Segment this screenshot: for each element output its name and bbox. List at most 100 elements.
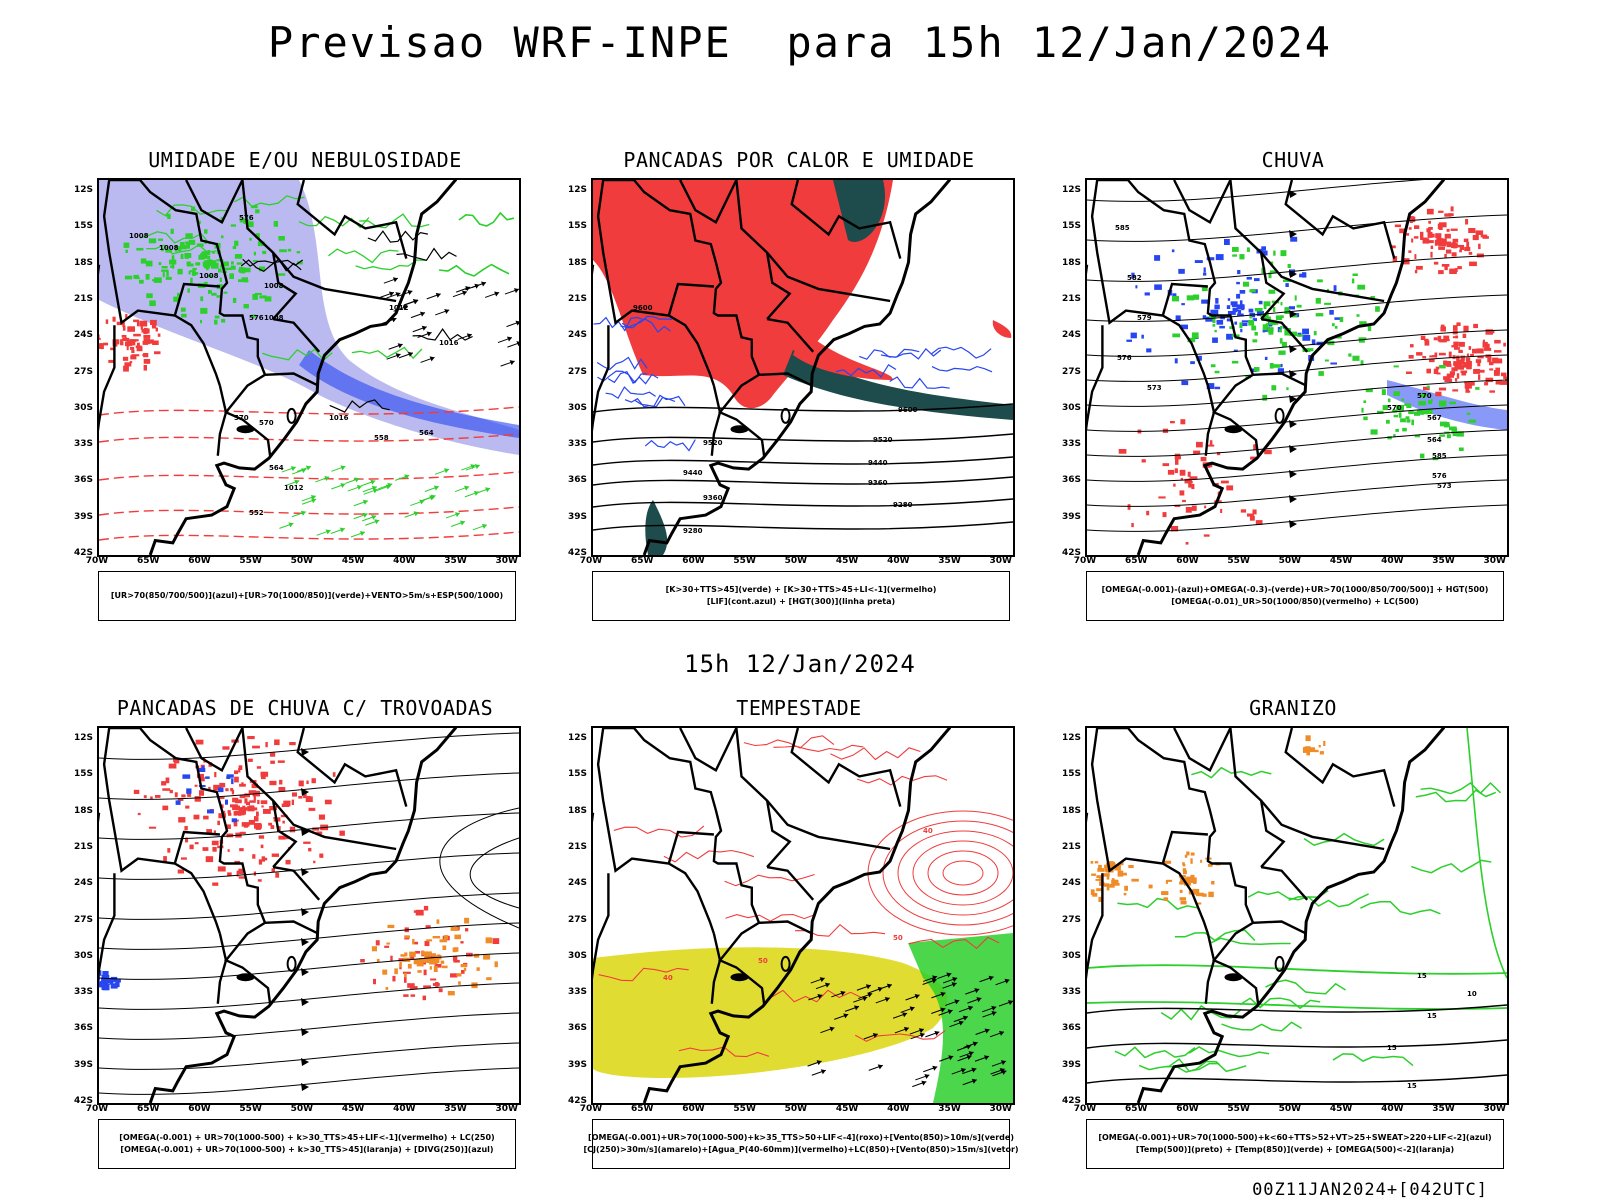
thunderstorm-red-area (212, 847, 217, 852)
humidity-low-levels-area (204, 229, 208, 234)
humidity-low-levels-area (230, 265, 236, 270)
geopotential-300-contour (593, 521, 1013, 531)
contour-label: 9440 (868, 459, 888, 467)
omega-green-area (1280, 315, 1284, 319)
thunderstorm-red-area (263, 857, 268, 861)
humidity-low-levels-area (232, 297, 237, 303)
thunderstorm-red-area (181, 794, 186, 798)
humidity-low-levels-area (146, 293, 153, 299)
rain-red-area (1444, 233, 1451, 239)
precipitable-water-contour (942, 860, 984, 886)
omega-blue-area (1227, 311, 1236, 315)
thunderstorm-orange-area (439, 939, 448, 943)
map-granizo: 15 15 10 15 15 (1085, 726, 1509, 1105)
rain-red-area (1449, 371, 1455, 376)
rain-red-area (1411, 238, 1414, 243)
contour-label: 573 (1147, 384, 1162, 392)
rain-red-area (1435, 233, 1442, 239)
wind-arrowhead (991, 1005, 997, 1011)
rain-red-area (1252, 509, 1257, 515)
precipitable-water-contour (724, 873, 815, 887)
precipitable-water-contour (795, 923, 886, 937)
rain-red-area (1408, 355, 1414, 359)
thunderstorm-red-area (271, 868, 275, 873)
wind-arrowhead (921, 1080, 927, 1086)
rain-red-area (1158, 496, 1166, 499)
wind-arrowhead (988, 975, 994, 981)
humidity-low-levels-area (203, 281, 208, 285)
temp-850-contour (1117, 897, 1198, 910)
omega-green-area (1315, 313, 1324, 317)
wind-arrowhead (435, 292, 441, 298)
thunderstorm-red-area (239, 848, 244, 852)
thunderstorm-red-area (169, 789, 173, 794)
geopotential-300-contour (593, 403, 1013, 413)
lat-tick-label: 15S (1061, 221, 1081, 232)
thunderstorm-orange-area (436, 919, 440, 924)
rain-red-area (1450, 206, 1454, 212)
rain-red-area (1428, 220, 1431, 224)
high-terrain-mask (99, 343, 102, 349)
wind-arrowhead (820, 1069, 826, 1075)
omega-green-area (1452, 431, 1460, 437)
rain-red-area (1437, 223, 1442, 230)
omega-green-area (1406, 405, 1412, 408)
lon-tick-label: 35W (444, 556, 467, 566)
thunderstorm-orange-area (447, 991, 455, 996)
humidity-low-levels-area (174, 245, 178, 252)
omega-500-orange-area (1323, 740, 1326, 746)
omega-blue-area (1264, 356, 1268, 360)
contour-label: 9280 (893, 501, 913, 509)
lon-tick-label: 70W (579, 556, 603, 566)
thunderstorm-red-area (233, 822, 238, 827)
temp-850-contour (1166, 1060, 1247, 1073)
lon-tick-label: 55W (733, 1104, 756, 1114)
thunderstorm-red-area (178, 817, 186, 823)
rain-red-area (1430, 251, 1433, 258)
streamline-250 (99, 732, 519, 760)
divergence-blue-area (99, 982, 103, 987)
lat-tick-label: 33S (73, 439, 93, 450)
rain-red-area (1452, 336, 1459, 339)
lifted-index-contour (620, 318, 671, 333)
lon-tick-label: 65W (630, 556, 654, 566)
wind-arrowhead (421, 325, 427, 331)
high-terrain-mask (143, 365, 147, 371)
thunderstorm-red-area (244, 793, 250, 798)
rain-red-area (1494, 339, 1501, 344)
thunderstorm-red-area (423, 985, 431, 989)
humidity-low-levels-area (184, 253, 192, 258)
lifted-index-contour (644, 439, 696, 452)
omega-blue-area (1302, 328, 1309, 335)
thunderstorm-red-area (424, 940, 430, 947)
omega-blue-area (1172, 293, 1177, 298)
thunderstorm-red-area (277, 760, 285, 763)
thunderstorm-red-area (316, 831, 323, 835)
omega-green-area (1408, 411, 1414, 415)
thunderstorm-red-area (423, 969, 427, 976)
lat-tick-label: 18S (73, 805, 93, 816)
legend-line: [OMEGA(-0.001) + UR>70(1000-500) + k>30_… (119, 1133, 495, 1142)
border-line (679, 728, 738, 772)
thunderstorm-red-area (211, 840, 219, 846)
precipitable-water-contour (927, 850, 999, 896)
lat-tick-label: 30S (1061, 402, 1081, 413)
rain-red-area (1478, 243, 1481, 250)
streamline-arrow (1289, 445, 1297, 453)
thunderstorm-red-area (238, 767, 241, 773)
thunderstorm-red-area (246, 801, 250, 806)
precipitable-water-contour (743, 735, 835, 749)
contour-label: 9360 (703, 494, 723, 502)
thunderstorm-orange-area (432, 957, 439, 963)
wind-arrowhead (918, 1028, 924, 1034)
rain-red-area (1438, 246, 1445, 250)
rain-red-area (1187, 471, 1191, 477)
omega-green-area (1348, 353, 1352, 357)
border-line (735, 728, 792, 868)
border-line (1090, 180, 1210, 386)
divergence-blue-area (102, 971, 109, 977)
omega-500-orange-area (1090, 861, 1094, 864)
humidity-contour (262, 348, 333, 362)
humidity-low-levels-area (180, 253, 184, 259)
rain-red-area (1473, 323, 1478, 329)
